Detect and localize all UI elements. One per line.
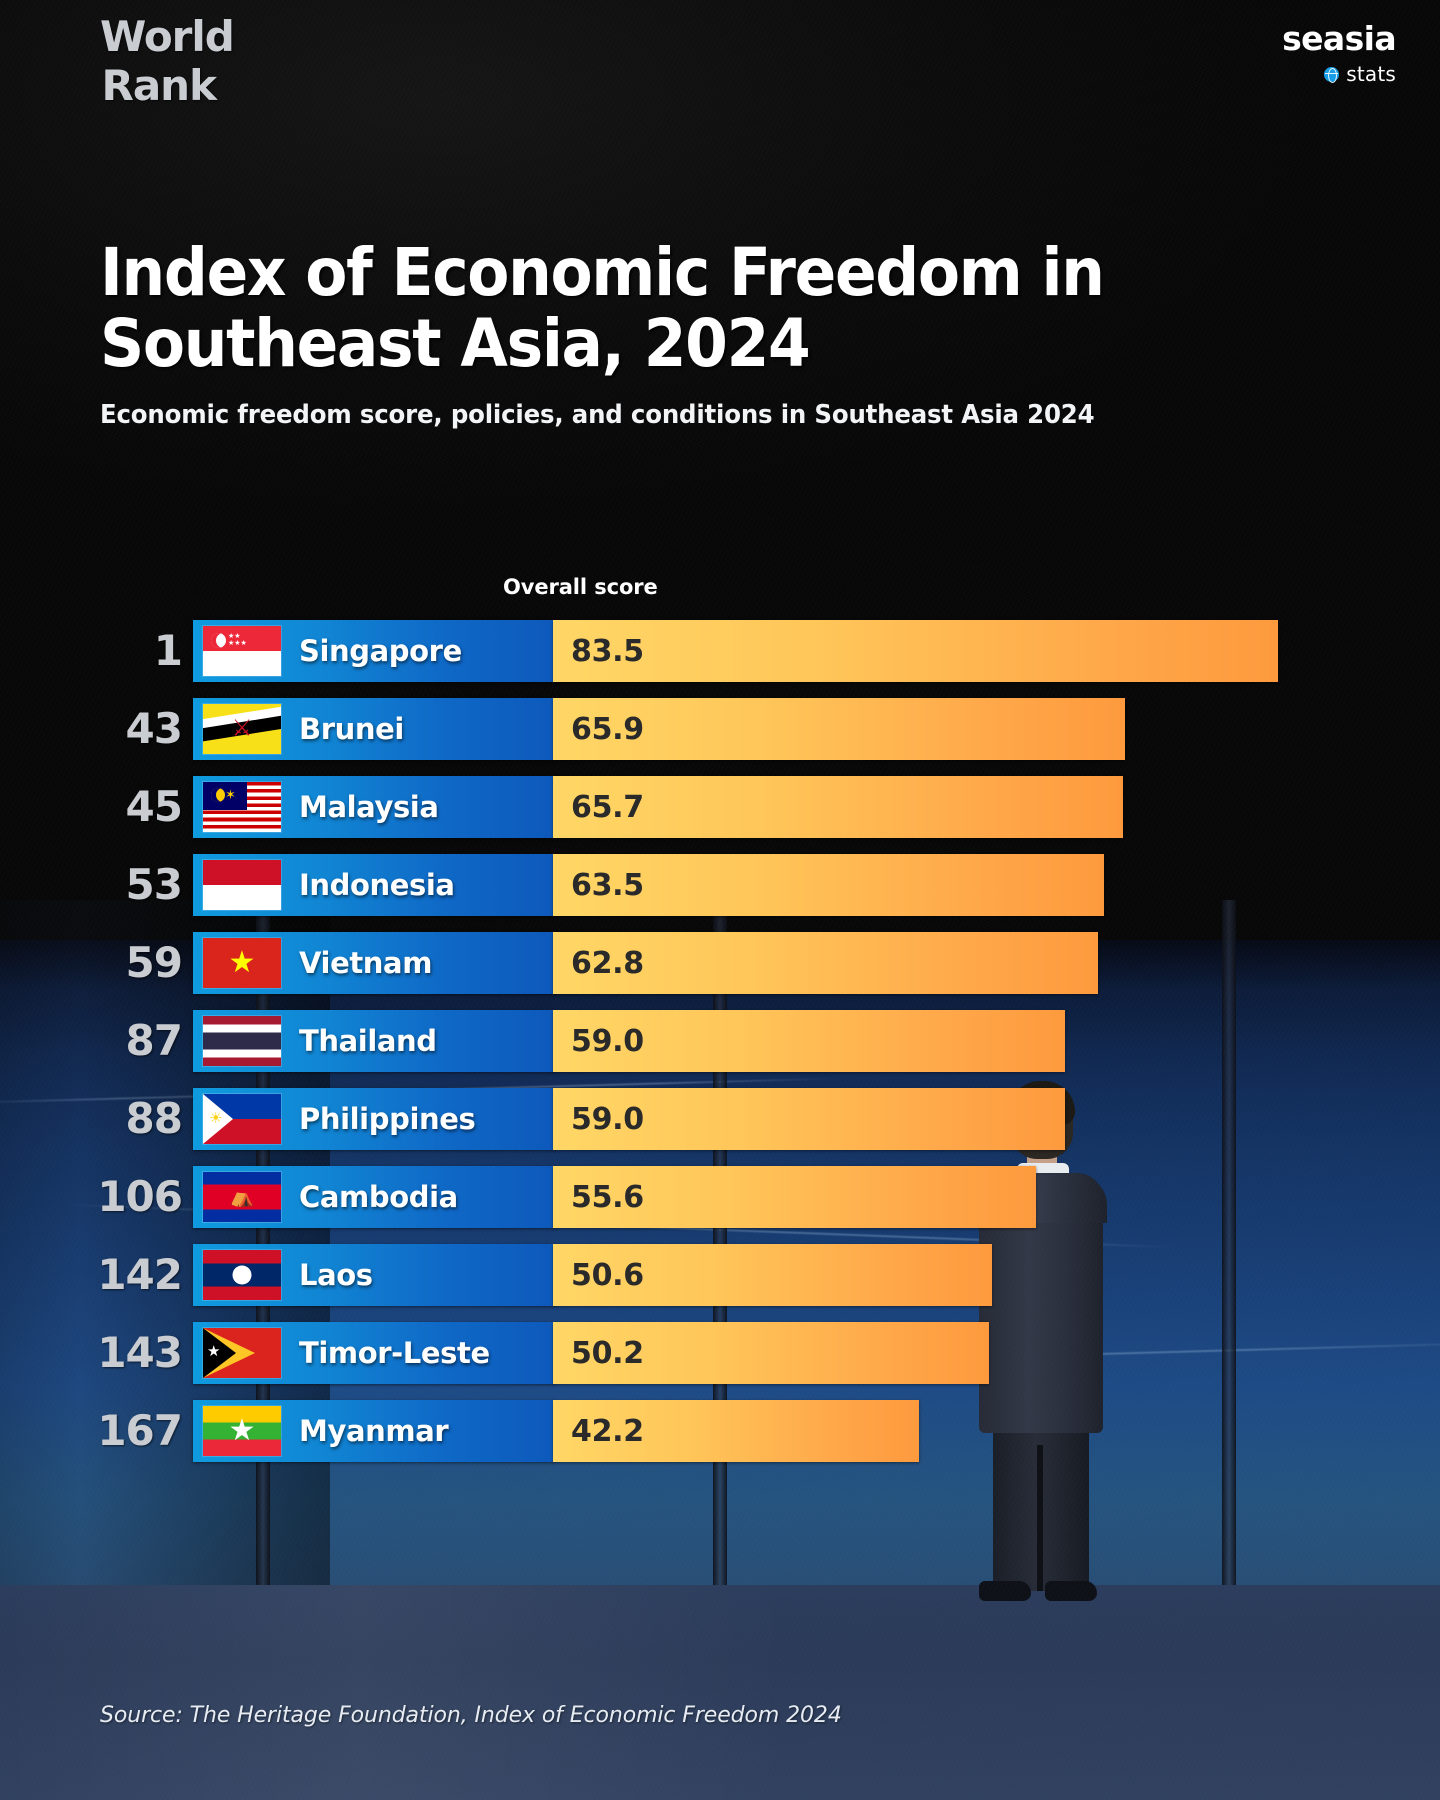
flag-malaysia-icon: ✶ [203, 782, 281, 832]
row-score-bar [553, 1244, 992, 1306]
row-score-value: 63.5 [571, 867, 644, 903]
row-rank: 142 [97, 1250, 183, 1299]
table-row[interactable]: 106 ⛺ Cambodia 55.6 [0, 1160, 1440, 1238]
brand-name: seasia [1282, 19, 1397, 58]
table-row[interactable]: 53 Indonesia 63.5 [0, 848, 1440, 926]
table-row[interactable]: 142 Laos 50.6 [0, 1238, 1440, 1316]
flag-singapore-icon: ★★ ★★★ [203, 626, 281, 676]
row-country-name: Indonesia [299, 868, 455, 902]
country-label-bar[interactable]: ★ Vietnam [193, 932, 555, 994]
row-score-value: 59.0 [571, 1023, 644, 1059]
flag-thailand-icon [203, 1016, 281, 1066]
table-row[interactable]: 1 ★★ ★★★ Singapore 83.5 [0, 614, 1440, 692]
row-country-name: Vietnam [299, 946, 433, 980]
row-country-name: Singapore [299, 634, 462, 668]
country-label-bar[interactable]: ★★ ★★★ Singapore [193, 620, 555, 682]
row-score-value: 42.2 [571, 1413, 644, 1449]
country-label-bar[interactable]: ★ Myanmar [193, 1400, 555, 1462]
row-country-name: Myanmar [299, 1414, 449, 1448]
row-score-bar [553, 1322, 989, 1384]
row-score-bar [553, 1400, 919, 1462]
row-country-name: Thailand [299, 1024, 437, 1058]
row-country-name: Laos [299, 1258, 373, 1292]
bar-chart-rows: 1 ★★ ★★★ Singapore 83.5 43 ⚔ Brunei 65.9 45 ✶ Malay… [0, 614, 1440, 1472]
row-country-name: Cambodia [299, 1180, 458, 1214]
row-score-value: 65.9 [571, 711, 644, 747]
flag-philippines-icon: ☀ [203, 1094, 281, 1144]
table-row[interactable]: 87 Thailand 59.0 [0, 1004, 1440, 1082]
row-score-bar [553, 854, 1104, 916]
row-rank: 143 [97, 1328, 183, 1377]
row-rank: 88 [125, 1094, 183, 1143]
row-score-value: 83.5 [571, 633, 644, 669]
column-header-rank: World Rank [100, 12, 235, 110]
row-score-bar [553, 1010, 1065, 1072]
brand-suffix: stats [1346, 62, 1396, 86]
brand-logo[interactable]: seasia stats [1282, 19, 1397, 86]
row-score-value: 50.2 [571, 1335, 644, 1371]
table-row[interactable]: 143 ★ Timor-Leste 50.2 [0, 1316, 1440, 1394]
row-score-value: 59.0 [571, 1101, 644, 1137]
row-score-bar [553, 698, 1125, 760]
flag-brunei-icon: ⚔ [203, 704, 281, 754]
country-label-bar[interactable]: ⚔ Brunei [193, 698, 555, 760]
table-row[interactable]: 167 ★ Myanmar 42.2 [0, 1394, 1440, 1472]
flag-indonesia-icon [203, 860, 281, 910]
row-country-name: Timor-Leste [299, 1336, 490, 1370]
row-score-value: 65.7 [571, 789, 644, 825]
country-label-bar[interactable]: ✶ Malaysia [193, 776, 555, 838]
row-rank: 53 [125, 860, 183, 909]
window-mullion-3 [1222, 900, 1236, 1600]
row-score-value: 55.6 [571, 1179, 644, 1215]
country-label-bar[interactable]: Thailand [193, 1010, 555, 1072]
column-header-score: Overall score [503, 575, 658, 599]
row-country-name: Philippines [299, 1102, 476, 1136]
row-score-value: 62.8 [571, 945, 644, 981]
country-label-bar[interactable]: Laos [193, 1244, 555, 1306]
flag-cambodia-icon: ⛺ [203, 1172, 281, 1222]
page-title: Index of Economic Freedom in Southeast A… [100, 234, 1105, 382]
floor-reflection [0, 1585, 1440, 1800]
table-row[interactable]: 59 ★ Vietnam 62.8 [0, 926, 1440, 1004]
globe-icon [1324, 66, 1340, 83]
flag-myanmar-icon: ★ [203, 1406, 281, 1456]
row-rank: 45 [125, 782, 183, 831]
country-label-bar[interactable]: Indonesia [193, 854, 555, 916]
row-country-name: Brunei [299, 712, 404, 746]
source-note: Source: The Heritage Foundation, Index o… [100, 1703, 842, 1728]
table-row[interactable]: 45 ✶ Malaysia 65.7 [0, 770, 1440, 848]
row-rank: 106 [97, 1172, 183, 1221]
row-score-value: 50.6 [571, 1257, 644, 1293]
row-score-bar [553, 620, 1278, 682]
country-label-bar[interactable]: ⛺ Cambodia [193, 1166, 555, 1228]
row-rank: 43 [125, 704, 183, 753]
row-rank: 87 [125, 1016, 183, 1065]
row-score-bar [553, 1166, 1036, 1228]
row-score-bar [553, 932, 1098, 994]
row-rank: 59 [125, 938, 183, 987]
page-subtitle: Economic freedom score, policies, and co… [100, 400, 1095, 430]
table-row[interactable]: 88 ☀ Philippines 59.0 [0, 1082, 1440, 1160]
row-score-bar [553, 1088, 1065, 1150]
row-score-bar [553, 776, 1123, 838]
country-label-bar[interactable]: ☀ Philippines [193, 1088, 555, 1150]
row-rank: 1 [153, 626, 183, 675]
flag-laos-icon [203, 1250, 281, 1300]
table-row[interactable]: 43 ⚔ Brunei 65.9 [0, 692, 1440, 770]
floor-surface [0, 1585, 1440, 1800]
flag-timor-leste-icon: ★ [203, 1328, 281, 1378]
row-rank: 167 [97, 1406, 183, 1455]
flag-vietnam-icon: ★ [203, 938, 281, 988]
row-country-name: Malaysia [299, 790, 439, 824]
country-label-bar[interactable]: ★ Timor-Leste [193, 1322, 555, 1384]
